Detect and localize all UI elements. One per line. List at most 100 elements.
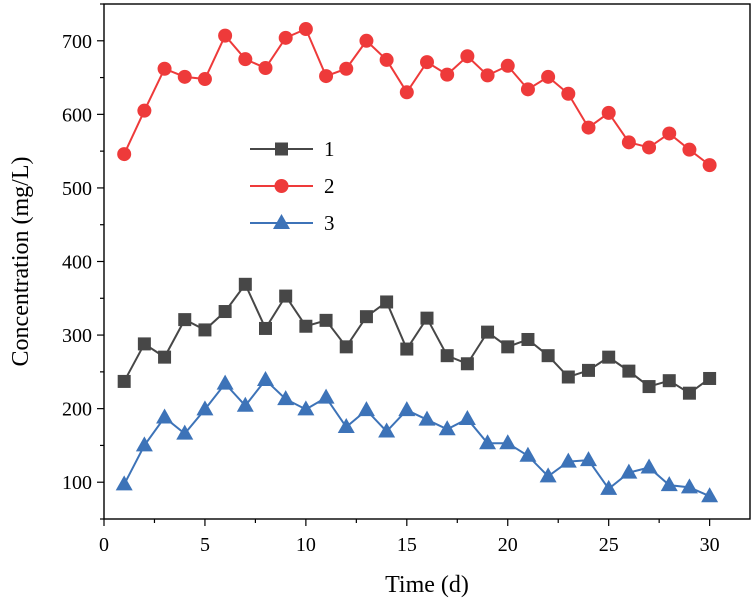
series-3-point	[640, 458, 658, 474]
series-1-point	[359, 310, 373, 324]
y-axis-title: Concentration (mg/L)	[8, 157, 34, 367]
x-tick-label: 25	[599, 534, 619, 556]
series-layer	[115, 22, 719, 503]
series-2-point	[561, 86, 576, 101]
series-2-point	[440, 67, 455, 82]
x-tick-label: 30	[700, 534, 720, 556]
legend-label-3: 3	[324, 211, 335, 235]
series-3-point	[236, 396, 254, 412]
series-3-point	[660, 476, 678, 492]
legend-marker-2	[274, 179, 289, 193]
series-3-point	[115, 475, 133, 491]
series-3-line	[123, 378, 711, 498]
series-1-point	[622, 364, 636, 378]
series-3-point	[317, 388, 335, 404]
series-3-point	[357, 401, 375, 417]
series-3-point	[297, 400, 315, 416]
series-3-point	[479, 434, 497, 450]
series-1-point	[178, 313, 192, 327]
series-3-point	[176, 424, 194, 440]
series-1	[117, 277, 717, 400]
series-2-point	[177, 69, 192, 84]
series-2-point	[399, 85, 414, 100]
series-2	[117, 22, 717, 173]
x-tick-label: 5	[200, 534, 210, 556]
series-3-point	[438, 420, 456, 436]
series-2-point	[581, 120, 596, 135]
y-tick-label: 700	[62, 31, 92, 53]
series-1-point	[602, 350, 616, 364]
series-3-point	[156, 408, 174, 424]
series-1-point	[198, 323, 212, 337]
series-1-point	[642, 380, 656, 394]
series-3-point	[196, 400, 214, 416]
y-tick-label: 200	[62, 399, 92, 421]
x-tick-label: 20	[498, 534, 518, 556]
series-3-point	[257, 370, 274, 386]
series-1-point	[339, 340, 353, 354]
legend-label-1: 1	[324, 137, 335, 161]
axes: 0 5 10 15 20 25 30 100 200 300 400 500 600 700	[62, 3, 751, 556]
series-2-point	[682, 142, 697, 157]
series-2-point	[339, 61, 354, 76]
series-1-point	[238, 277, 252, 291]
series-2-point	[541, 69, 556, 84]
series-1-point	[319, 313, 333, 327]
series-2-point	[702, 158, 717, 173]
series-1-point	[380, 295, 394, 309]
series-1-point	[440, 349, 454, 363]
series-1-line	[123, 282, 711, 395]
series-3-point	[600, 479, 618, 495]
y-tick-label: 100	[62, 472, 92, 494]
series-1-point	[420, 311, 434, 325]
series-3	[115, 370, 719, 503]
series-3-point	[135, 436, 153, 452]
series-1-point	[259, 321, 272, 335]
series-1-point	[541, 349, 555, 363]
series-2-point	[258, 61, 273, 76]
series-2-point	[238, 52, 253, 67]
x-tick-label: 0	[99, 534, 109, 556]
series-2-point	[197, 72, 212, 87]
y-tick-label: 300	[62, 325, 92, 347]
series-3-point	[620, 463, 638, 479]
series-2-point	[420, 55, 434, 70]
series-2-point	[480, 68, 495, 83]
series-2-point	[117, 147, 132, 162]
series-3-point	[398, 401, 416, 417]
series-3-point	[337, 418, 355, 434]
series-3-point	[539, 467, 557, 483]
series-1-point	[117, 374, 131, 388]
y-tick-label: 400	[62, 252, 92, 274]
series-1-point	[662, 374, 676, 388]
series-3-point	[701, 487, 719, 503]
series-2-point	[319, 69, 334, 84]
series-2-point	[642, 140, 657, 155]
series-3-point	[519, 446, 537, 462]
series-2-point	[601, 105, 616, 120]
series-1-point	[400, 342, 414, 356]
series-3-point	[277, 390, 295, 406]
legend-marker-3	[273, 214, 290, 229]
series-2-point	[520, 82, 535, 97]
series-3-point	[580, 451, 597, 467]
series-1-point	[279, 289, 293, 303]
series-1-point	[481, 325, 495, 339]
series-1-point	[137, 337, 151, 351]
series-1-point	[460, 357, 474, 371]
legend: 1 2 3	[250, 137, 335, 235]
series-1-point	[501, 340, 515, 354]
series-1-point	[299, 319, 313, 333]
series-2-point	[137, 103, 152, 118]
series-2-point	[379, 52, 394, 67]
series-1-point	[561, 370, 575, 384]
legend-label-2: 2	[324, 174, 335, 198]
series-2-line	[123, 27, 711, 166]
series-2-point	[500, 58, 515, 73]
series-1-point	[582, 363, 595, 377]
series-3-point	[378, 422, 396, 438]
series-2-point	[460, 49, 475, 64]
series-3-point	[499, 434, 517, 450]
series-2-point	[278, 30, 293, 45]
